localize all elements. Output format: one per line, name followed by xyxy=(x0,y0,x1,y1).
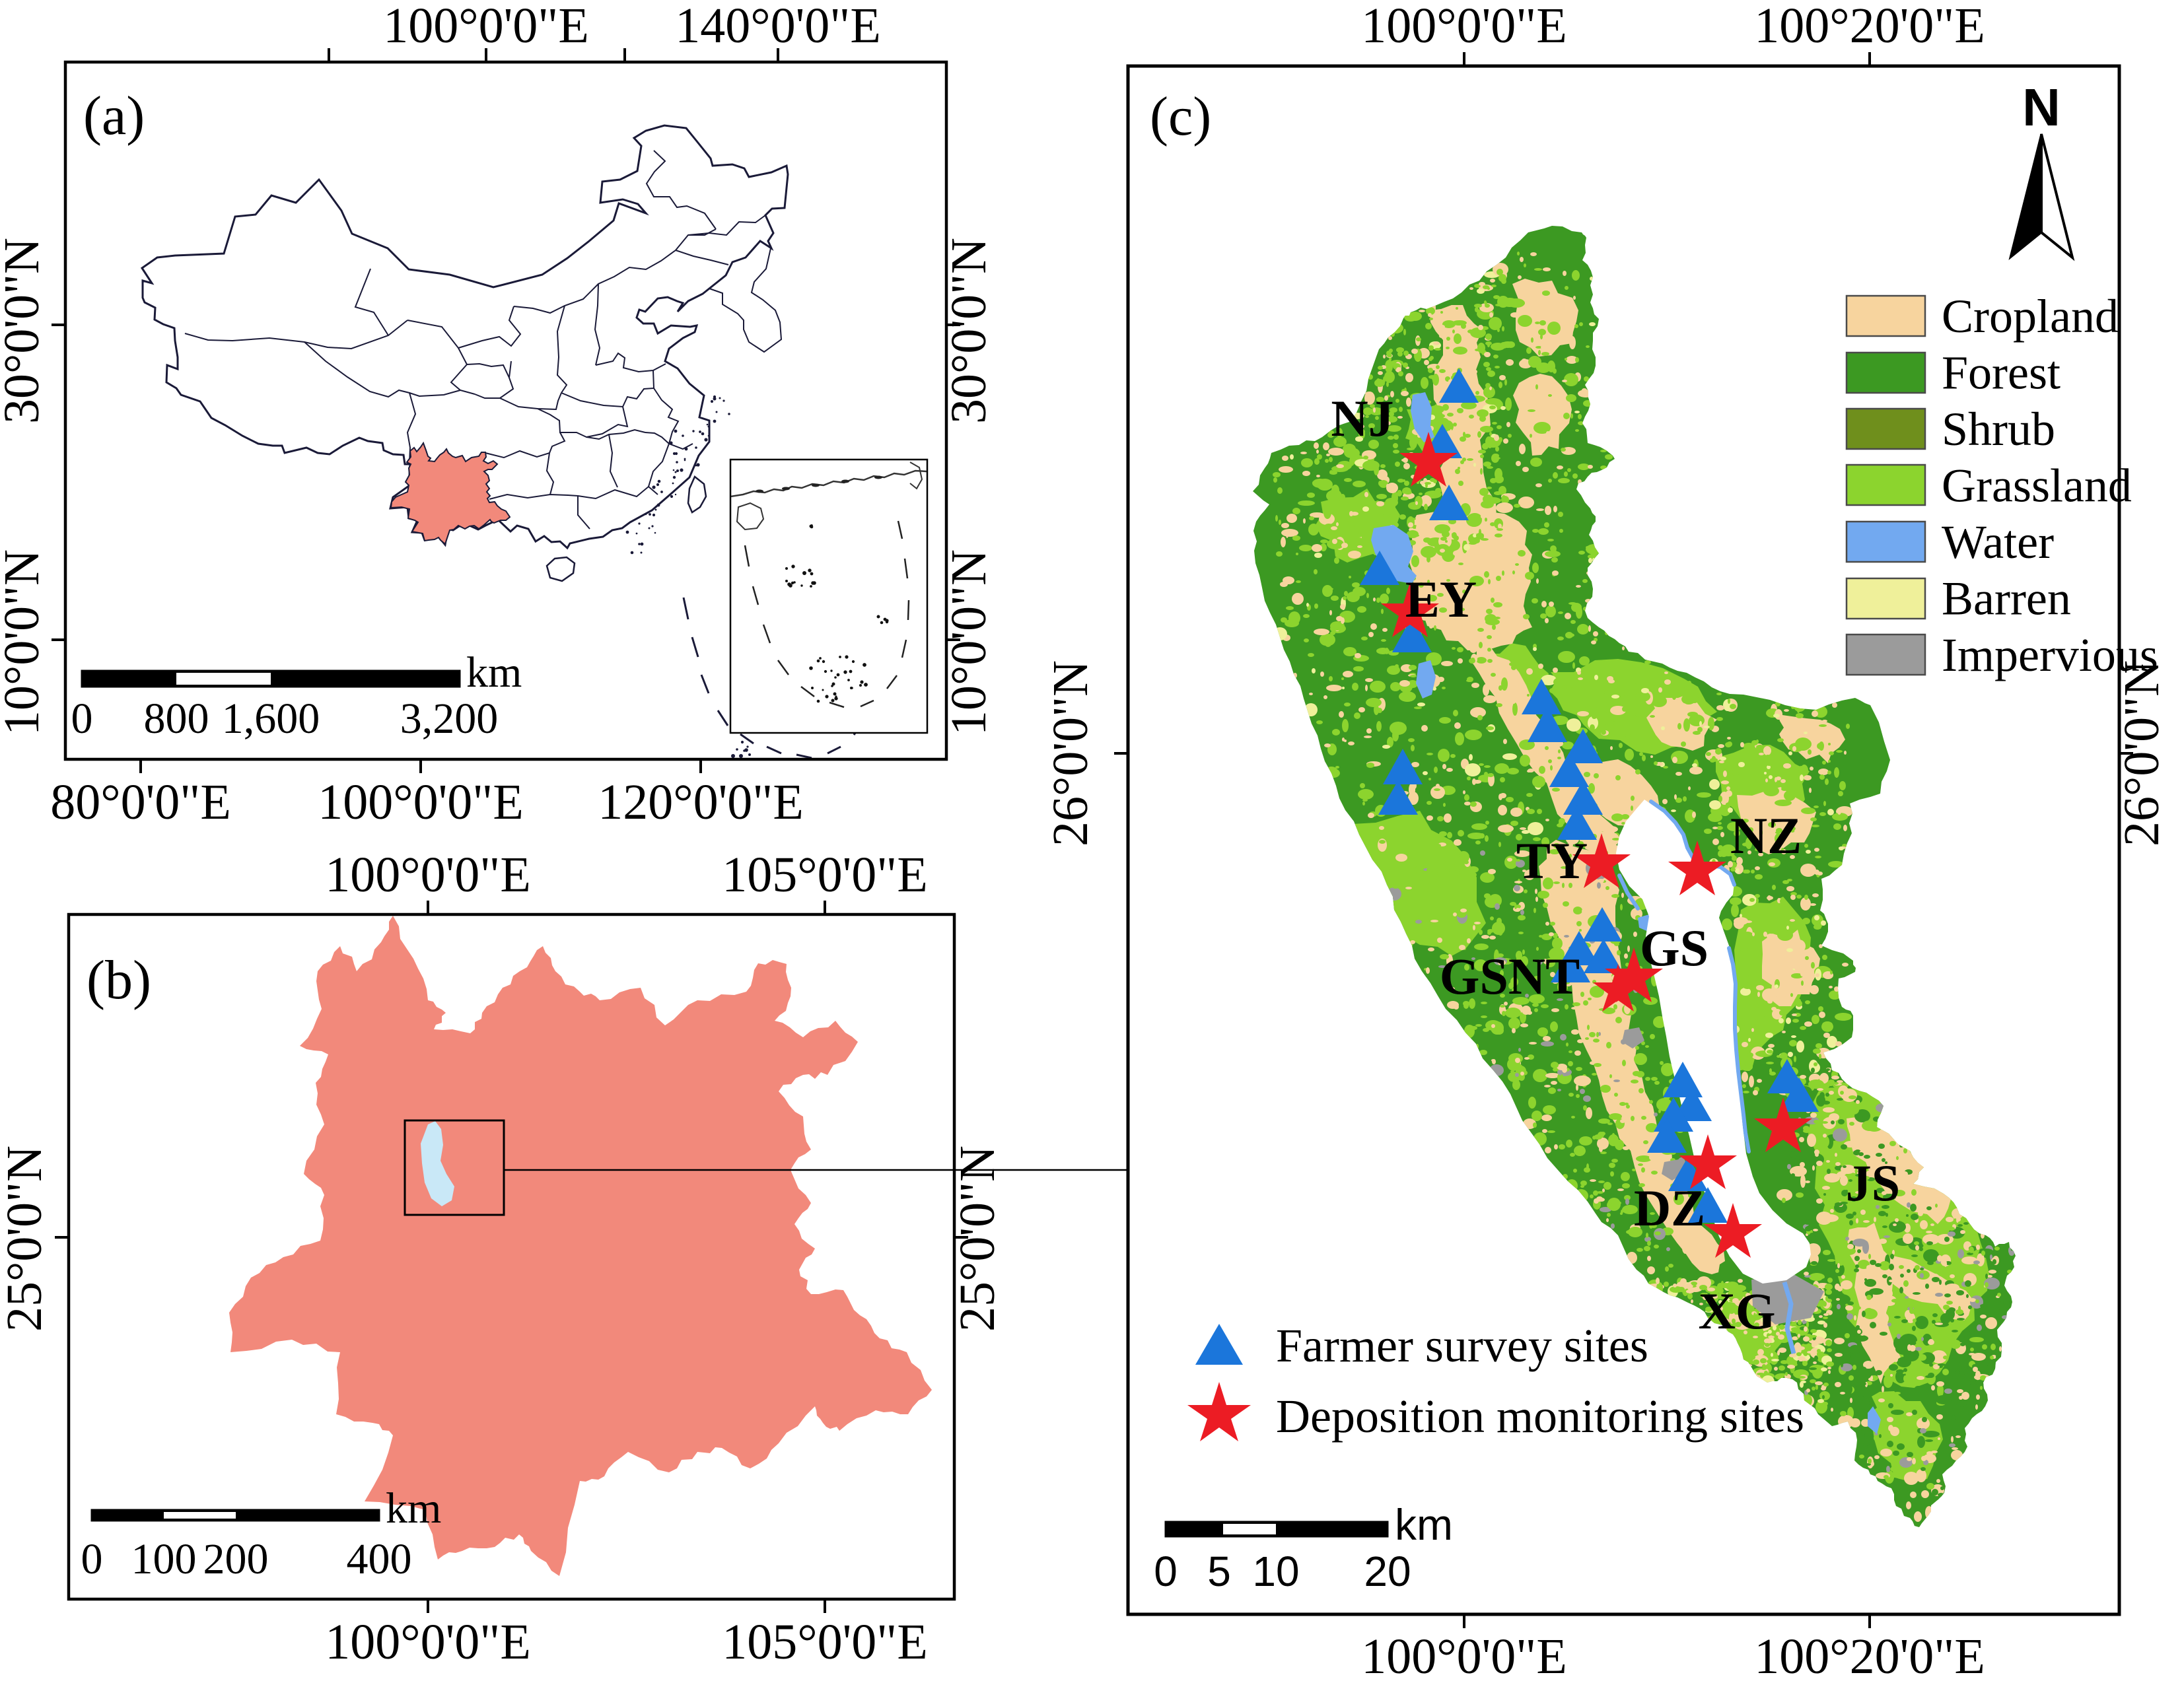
svg-text:30°0'0"N: 30°0'0"N xyxy=(941,238,997,424)
svg-text:100°0'0"E: 100°0'0"E xyxy=(325,847,531,903)
svg-text:NJ: NJ xyxy=(1331,390,1393,447)
svg-text:0: 0 xyxy=(71,695,93,743)
svg-text:100°20'0"E: 100°20'0"E xyxy=(1754,1629,1985,1681)
svg-text:105°0'0"E: 105°0'0"E xyxy=(722,847,928,903)
svg-text:100: 100 xyxy=(131,1535,197,1583)
svg-text:Deposition monitoring sites: Deposition monitoring sites xyxy=(1276,1390,1804,1443)
svg-text:20: 20 xyxy=(1364,1548,1411,1595)
svg-text:XG: XG xyxy=(1699,1282,1776,1340)
svg-text:Impervious: Impervious xyxy=(1942,629,2158,681)
svg-text:105°0'0"E: 105°0'0"E xyxy=(722,1614,928,1670)
svg-text:Farmer survey sites: Farmer survey sites xyxy=(1276,1319,1648,1372)
svg-text:Grassland: Grassland xyxy=(1942,460,2132,512)
svg-text:26°0'0"N: 26°0'0"N xyxy=(2114,660,2169,846)
svg-text:120°0'0"E: 120°0'0"E xyxy=(598,774,804,830)
svg-text:1,600: 1,600 xyxy=(222,695,320,743)
svg-text:(b): (b) xyxy=(87,949,151,1011)
svg-text:TY: TY xyxy=(1516,832,1588,889)
svg-text:Shrub: Shrub xyxy=(1942,403,2055,456)
svg-text:100°0'0"E: 100°0'0"E xyxy=(1361,1629,1567,1681)
svg-text:200: 200 xyxy=(203,1535,269,1583)
svg-text:N: N xyxy=(2022,78,2061,137)
svg-text:Cropland: Cropland xyxy=(1942,290,2119,343)
svg-text:100°0'0"E: 100°0'0"E xyxy=(318,774,524,830)
svg-text:100°20'0"E: 100°20'0"E xyxy=(1754,0,1985,53)
svg-text:Barren: Barren xyxy=(1942,572,2071,625)
svg-text:0: 0 xyxy=(1154,1548,1178,1595)
svg-text:(a): (a) xyxy=(83,85,145,147)
svg-text:26°0'0"N: 26°0'0"N xyxy=(1043,660,1098,846)
svg-text:(c): (c) xyxy=(1150,86,1211,147)
svg-text:DZ: DZ xyxy=(1634,1179,1705,1237)
svg-text:3,200: 3,200 xyxy=(400,695,499,743)
svg-text:400: 400 xyxy=(347,1535,412,1583)
svg-text:10°0'0"N: 10°0'0"N xyxy=(0,549,50,736)
svg-text:km: km xyxy=(466,648,522,697)
svg-text:JS: JS xyxy=(1846,1154,1900,1212)
svg-text:800: 800 xyxy=(144,695,209,743)
svg-text:GS: GS xyxy=(1640,919,1708,977)
svg-text:Water: Water xyxy=(1942,516,2054,568)
svg-text:0: 0 xyxy=(81,1535,103,1583)
svg-text:km: km xyxy=(1395,1500,1453,1549)
svg-text:5: 5 xyxy=(1207,1548,1231,1595)
svg-text:25°0'0"N: 25°0'0"N xyxy=(950,1146,1005,1332)
svg-text:km: km xyxy=(386,1484,441,1532)
svg-text:100°0'0"E: 100°0'0"E xyxy=(325,1614,531,1670)
svg-text:100°0'0"E: 100°0'0"E xyxy=(1361,0,1567,53)
svg-text:GSNT: GSNT xyxy=(1440,947,1580,1005)
svg-text:Forest: Forest xyxy=(1942,347,2061,399)
svg-text:30°0'0"N: 30°0'0"N xyxy=(0,238,50,424)
svg-text:NZ: NZ xyxy=(1730,807,1802,864)
svg-text:100°0'0"E: 100°0'0"E xyxy=(383,0,589,53)
svg-text:80°0'0"E: 80°0'0"E xyxy=(50,774,231,830)
svg-text:140°0'0"E: 140°0'0"E xyxy=(675,0,881,53)
svg-text:EY: EY xyxy=(1405,570,1477,628)
svg-text:10°0'0"N: 10°0'0"N xyxy=(941,549,997,736)
svg-text:25°0'0"N: 25°0'0"N xyxy=(0,1146,52,1332)
svg-text:10: 10 xyxy=(1252,1548,1299,1595)
